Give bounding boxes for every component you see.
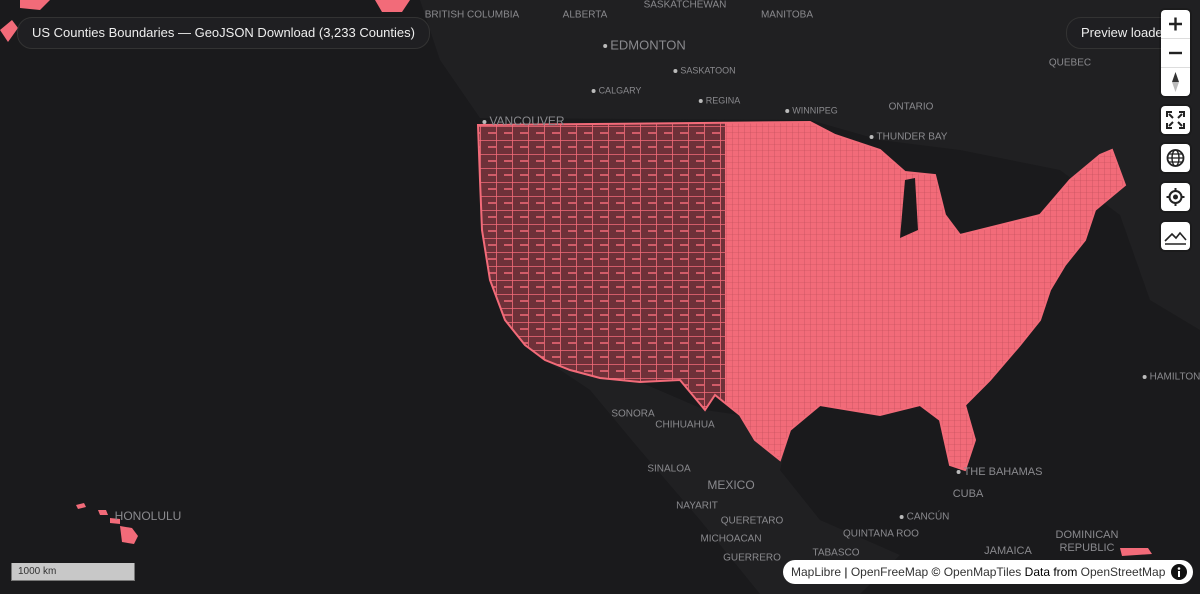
attribution-link[interactable]: OpenMapTiles xyxy=(943,565,1022,579)
scale-bar: 1000 km xyxy=(11,563,135,581)
place-label: CANCÚN xyxy=(907,510,950,523)
place-label: REGINA xyxy=(706,95,741,105)
place-label: SASKATOON xyxy=(680,65,735,75)
place-dot xyxy=(785,109,790,113)
place-label: QUEBEC xyxy=(1049,58,1091,69)
place-dot xyxy=(899,515,904,519)
place-label: TABASCO xyxy=(812,548,859,559)
place-label: CALGARY xyxy=(599,85,642,95)
attribution-separator: Data from xyxy=(1021,565,1081,579)
geolocate[interactable] xyxy=(1161,183,1190,211)
attribution-link[interactable]: OpenFreeMap xyxy=(850,565,929,579)
info-icon xyxy=(1178,567,1181,577)
attribution-link[interactable]: MapLibre xyxy=(791,565,842,579)
place-label: VANCOUVER xyxy=(489,114,564,128)
title-pill: US Counties Boundaries — GeoJSON Downloa… xyxy=(17,17,430,49)
terrain-icon xyxy=(1164,231,1187,245)
terrain[interactable] xyxy=(1161,222,1190,250)
place-dot xyxy=(673,69,678,73)
attribution-separator: | xyxy=(841,565,851,579)
place-label: HAMILTON xyxy=(1150,372,1200,383)
place-dot xyxy=(591,89,596,93)
place-label: SINALOA xyxy=(647,464,691,475)
attribution-separator: © xyxy=(928,565,944,579)
place-dot xyxy=(482,120,487,124)
place-label: BRITISH COLUMBIA xyxy=(425,10,520,21)
fullscreen-icon xyxy=(1166,111,1185,129)
place-label: GUERRERO xyxy=(723,553,781,564)
place-label: THUNDER BAY xyxy=(877,132,948,143)
place-label: MICHOACAN xyxy=(700,534,761,545)
place-label: ALBERTA xyxy=(563,10,608,21)
land xyxy=(545,360,900,594)
attribution: MapLibre | OpenFreeMap © OpenMapTiles Da… xyxy=(783,560,1194,584)
place-label: CUBA xyxy=(953,488,984,500)
place-label: MEXICO xyxy=(707,478,754,492)
place-label: NAYARIT xyxy=(676,501,718,512)
attribution-link[interactable]: OpenStreetMap xyxy=(1080,565,1166,579)
zoom-in[interactable] xyxy=(1161,10,1190,38)
zoom-icons xyxy=(1161,10,1190,96)
lake xyxy=(900,178,918,238)
geolocate-icon xyxy=(1166,188,1185,206)
islands xyxy=(0,0,1152,556)
info-button[interactable] xyxy=(1171,564,1188,580)
compass[interactable] xyxy=(1161,68,1190,96)
land xyxy=(420,0,1200,330)
place-label: REPUBLIC xyxy=(1059,542,1114,554)
place-label: MANITOBA xyxy=(761,10,813,21)
place-label: SASKATCHEWAN xyxy=(644,0,727,11)
place-dot xyxy=(869,135,874,139)
place-label: JAMAICA xyxy=(984,545,1032,557)
place-dot xyxy=(956,470,961,474)
globe[interactable] xyxy=(1161,144,1190,172)
place-dot xyxy=(603,44,608,48)
place-label: SONORA xyxy=(611,409,655,420)
zoom-out[interactable] xyxy=(1161,39,1190,67)
place-label: WINNIPEG xyxy=(792,105,838,115)
place-label: HONOLULU xyxy=(115,509,182,523)
place-label: DOMINICAN xyxy=(1056,529,1119,541)
place-dot xyxy=(1142,375,1147,379)
place-label: EDMONTON xyxy=(610,37,686,52)
place-label: QUINTANA ROO xyxy=(843,529,919,540)
place-dot xyxy=(698,99,703,103)
place-label: THE BAHAMAS xyxy=(964,466,1043,478)
globe-icon xyxy=(1166,149,1185,167)
place-labels: BRITISH COLUMBIA ALBERTA SASKATCHEWAN MANIT… xyxy=(115,0,1200,564)
place-label: ONTARIO xyxy=(889,102,934,113)
attribution-text: MapLibre | OpenFreeMap © OpenMapTiles Da… xyxy=(791,565,1165,579)
us-outline xyxy=(476,120,1127,472)
place-label: CHIHUAHUA xyxy=(655,420,715,431)
place-label: QUERETARO xyxy=(721,516,784,527)
fullscreen[interactable] xyxy=(1161,106,1190,134)
zoom-controls xyxy=(1161,10,1190,96)
